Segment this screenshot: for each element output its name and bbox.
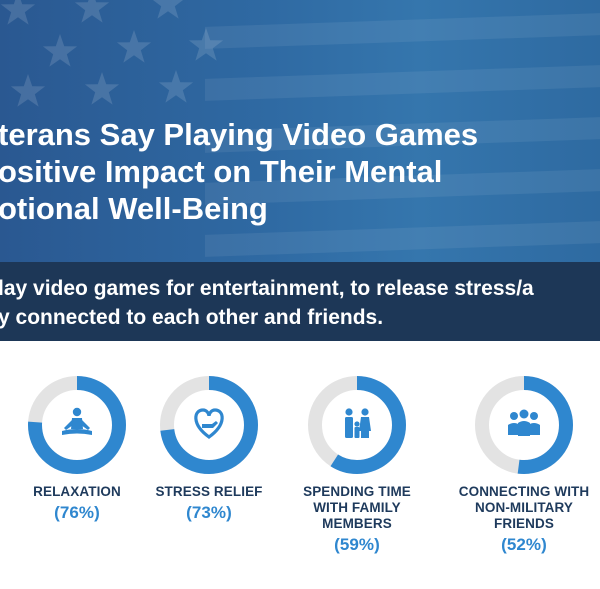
category-name-line: SPENDING TIME (303, 484, 411, 499)
chart-area: RELAXATION (76%) STRESS RELIEF (73%) SPENDIN… (0, 341, 600, 589)
value-label: (76%) (54, 503, 100, 522)
group-icon (508, 409, 540, 436)
meditation-icon (62, 407, 92, 435)
category-name-line: STRESS RELIEF (155, 484, 263, 499)
flag-stars (0, 0, 224, 107)
category-name-line: CONNECTING WITH (458, 484, 590, 499)
ring-value-arc (475, 376, 573, 474)
family-icon (345, 408, 371, 438)
page-title: terans Say Playing Video Games ositive I… (0, 116, 598, 227)
subtitle-band: lay video games for entertainment, to re… (0, 262, 600, 341)
category-name-line: NON-MILITARY (475, 500, 573, 515)
value-label: (73%) (186, 503, 232, 522)
category-name-line: WITH FAMILY (313, 500, 401, 515)
title-line: otional Well-Being (0, 191, 268, 226)
category-name: CONNECTING WITH NON-MILITARY FRIENDS (439, 484, 600, 532)
category-label: CONNECTING WITH NON-MILITARY FRIENDS (52%) (439, 484, 600, 555)
subtitle-line: y connected to each other and friends. (0, 306, 384, 329)
heart-hand-icon (194, 408, 224, 439)
subtitle: lay video games for entertainment, to re… (0, 274, 600, 332)
donut-rings (28, 376, 573, 474)
ring-value-arc (308, 376, 406, 474)
category-name-line: MEMBERS (322, 516, 392, 531)
hero-banner: terans Say Playing Video Games ositive I… (0, 0, 600, 262)
subtitle-line: lay video games for entertainment, to re… (0, 277, 534, 300)
title-line: ositive Impact on Their Mental (0, 154, 443, 189)
ring-value-arc (28, 376, 126, 474)
category-name: RELAXATION (0, 484, 162, 500)
value-label: (52%) (501, 535, 547, 554)
title-line: terans Say Playing Video Games (0, 117, 479, 152)
category-name: SPENDING TIME WITH FAMILY MEMBERS (272, 484, 442, 532)
flag-stripe (205, 65, 600, 101)
value-label: (59%) (334, 535, 380, 554)
flag-stripe (205, 13, 600, 49)
ring-value-arc (160, 376, 258, 474)
category-name: STRESS RELIEF (124, 484, 294, 500)
category-name-line: RELAXATION (33, 484, 121, 499)
category-name-line: FRIENDS (494, 516, 554, 531)
category-label: RELAXATION (76%) (0, 484, 162, 523)
category-label: SPENDING TIME WITH FAMILY MEMBERS (59%) (272, 484, 442, 555)
category-label: STRESS RELIEF (73%) (124, 484, 294, 523)
